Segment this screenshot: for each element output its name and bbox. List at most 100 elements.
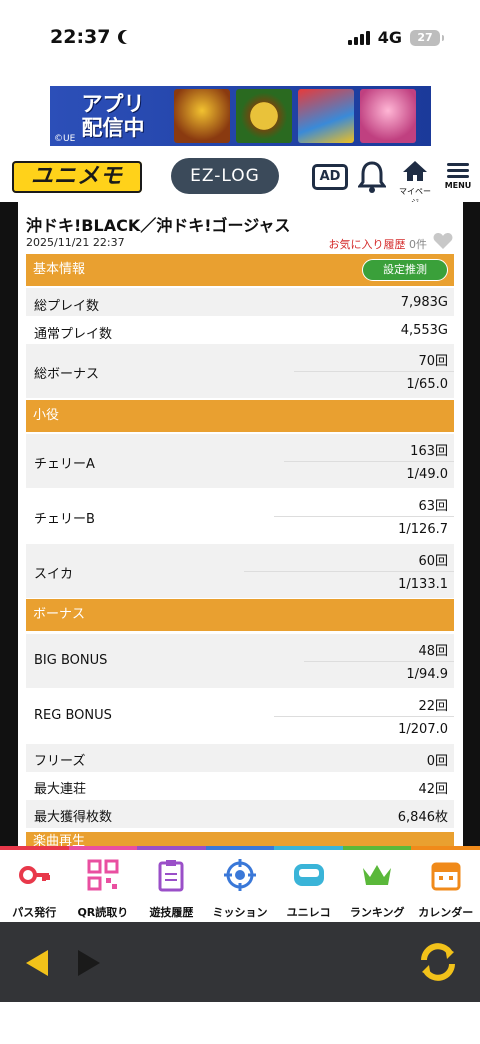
nav-pass-issue[interactable]: パス発行 <box>0 850 69 920</box>
banner-line2: 配信中 <box>81 116 145 140</box>
row-label: BIG BONUS <box>34 653 108 668</box>
status-time: 22:37 <box>50 26 132 48</box>
table-row: 総ボーナス 70回 1/65.0 <box>26 344 454 398</box>
nav-play-history[interactable]: 遊技履歴 <box>137 850 206 920</box>
section-title: 小役 <box>33 408 60 423</box>
row-value: 63回 <box>418 499 448 514</box>
table-row: スイカ 60回 1/133.1 <box>26 544 454 598</box>
table-row: 総プレイ数 7,983G <box>26 288 454 316</box>
row-divider <box>244 571 454 572</box>
nav-label: QR読取り <box>77 906 129 919</box>
favorite-history-link[interactable]: お気に入り履歴 0件 <box>329 236 428 252</box>
calendar-icon <box>431 862 461 891</box>
table-row: BIG BONUS 48回 1/94.9 <box>26 634 454 688</box>
row-value: 48回 <box>418 644 448 659</box>
row-value: 7,983G <box>400 295 448 310</box>
row-divider <box>274 516 454 517</box>
banner-line1: アプリ <box>81 92 145 116</box>
row-label: フリーズ <box>34 754 86 769</box>
row-divider <box>274 716 454 717</box>
row-value: 42回 <box>418 782 448 797</box>
reload-icon[interactable] <box>414 938 462 986</box>
table-row: 最大連荘 42回 <box>26 772 454 800</box>
browser-toolbar <box>0 922 480 1002</box>
game-tile-image <box>236 89 292 143</box>
table-row: REG BONUS 22回 1/207.0 <box>26 689 454 743</box>
network-label: 4G <box>377 28 402 47</box>
setting-estimate-button[interactable]: 設定推測 <box>362 259 448 281</box>
section-basic-header: 基本情報 設定推測 <box>26 254 454 286</box>
app-header: ユニメモ EZ-LOG AD マイページ MENU <box>0 152 480 207</box>
battery-icon: 27 <box>410 29 444 46</box>
nav-label: カレンダー <box>418 906 474 919</box>
ezlog-button[interactable]: EZ-LOG <box>171 158 279 194</box>
section-music-header: 楽曲再生 <box>26 832 454 848</box>
row-rate: 1/65.0 <box>406 377 448 392</box>
row-rate: 1/133.1 <box>398 577 448 592</box>
row-rate: 1/94.9 <box>406 667 448 682</box>
row-value: 70回 <box>418 354 448 369</box>
row-divider <box>294 371 454 372</box>
crown-icon <box>363 865 392 885</box>
nav-mission[interactable]: ミッション <box>206 850 275 920</box>
row-label: 最大獲得枚数 <box>34 810 113 825</box>
row-label: REG BONUS <box>34 708 112 723</box>
banner-copyright: ©UE <box>54 134 76 144</box>
row-value: 0回 <box>426 754 448 769</box>
nav-label: ユニレコ <box>286 906 331 919</box>
section-title: 基本情報 <box>33 262 86 277</box>
menu-button[interactable]: MENU <box>444 160 472 200</box>
machine-title: 沖ドキ!BLACK／沖ドキ!ゴージャス <box>26 216 291 235</box>
favorite-label: お気に入り履歴 <box>328 238 406 251</box>
clock-text: 22:37 <box>50 26 111 48</box>
app-promo-banner[interactable]: アプリ 配信中 ©UE <box>50 86 431 146</box>
table-row: 通常プレイ数 4,553G <box>26 316 454 344</box>
nav-label: パス発行 <box>12 906 57 919</box>
nav-label: ミッション <box>212 906 268 919</box>
row-label: チェリーB <box>34 512 95 527</box>
signal-icon <box>347 30 370 45</box>
status-bar: 22:37 4G 27 <box>0 0 480 80</box>
row-rate: 1/49.0 <box>406 467 448 482</box>
nav-unireco[interactable]: ユニレコ <box>274 850 343 920</box>
target-icon <box>224 859 257 891</box>
game-tile-image <box>360 89 416 143</box>
nav-ranking[interactable]: ランキング <box>343 850 412 920</box>
row-divider <box>284 461 454 462</box>
bell-icon[interactable] <box>357 160 387 194</box>
row-rate: 1/207.0 <box>398 722 448 737</box>
banner-text: アプリ 配信中 <box>58 92 168 140</box>
section-koyaku-header: 小役 <box>26 400 454 432</box>
home-indicator-area <box>0 1002 480 1044</box>
clipboard-icon <box>158 860 184 892</box>
record-date: 2025/11/21 22:37 <box>26 236 125 249</box>
table-row: フリーズ 0回 <box>26 744 454 772</box>
row-rate: 1/126.7 <box>398 522 448 537</box>
ad-button[interactable]: AD <box>312 164 348 190</box>
table-row: チェリーA 163回 1/49.0 <box>26 434 454 488</box>
nav-qr-read[interactable]: QR読取り <box>69 850 138 920</box>
forward-arrow-icon[interactable] <box>78 950 100 976</box>
nav-calendar[interactable]: カレンダー <box>411 850 480 920</box>
row-value: 163回 <box>410 444 448 459</box>
unimemo-logo[interactable]: ユニメモ <box>12 161 142 193</box>
row-label: 通常プレイ数 <box>34 327 113 342</box>
row-divider <box>304 661 454 662</box>
table-row: 最大獲得枚数 6,846枚 <box>26 800 454 828</box>
section-bonus-header: ボーナス <box>26 599 454 631</box>
row-label: チェリーA <box>34 457 95 472</box>
back-arrow-icon[interactable] <box>26 950 48 976</box>
nav-label: ランキング <box>349 906 405 919</box>
row-value: 6,846枚 <box>397 810 448 825</box>
status-indicators: 4G 27 <box>347 28 444 47</box>
hamburger-icon <box>444 163 472 178</box>
record-card: 沖ドキ!BLACK／沖ドキ!ゴージャス 2025/11/21 22:37 お気に… <box>18 202 463 848</box>
mypage-button[interactable]: マイページ <box>398 160 432 207</box>
row-label: スイカ <box>34 567 74 582</box>
row-label: 最大連荘 <box>34 782 87 797</box>
row-value: 4,553G <box>400 323 448 338</box>
unireco-icon <box>293 864 324 886</box>
heart-icon[interactable] <box>433 232 453 250</box>
table-row: チェリーB 63回 1/126.7 <box>26 489 454 543</box>
row-label: 総ボーナス <box>34 367 100 382</box>
